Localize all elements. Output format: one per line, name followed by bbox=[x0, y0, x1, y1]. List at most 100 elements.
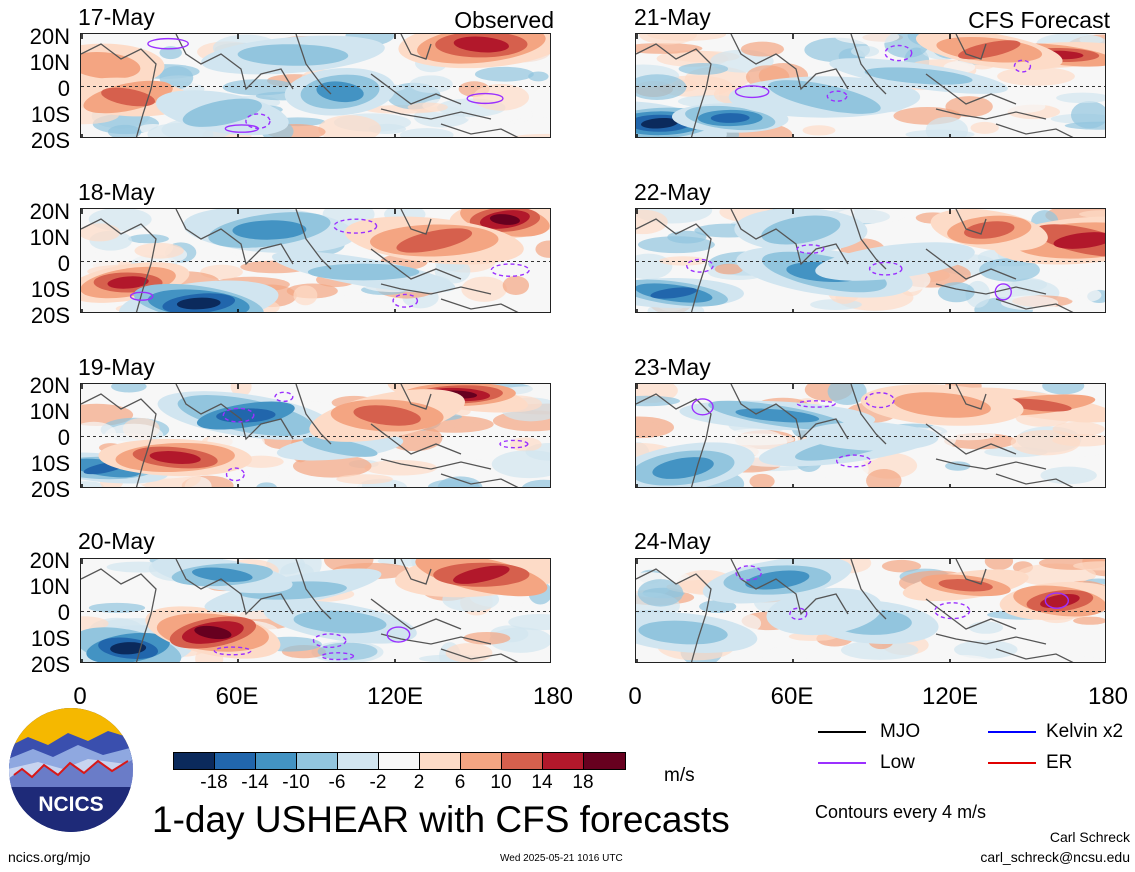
lat-label: 10N bbox=[29, 50, 70, 75]
lat-label: 20N bbox=[29, 373, 70, 398]
shear-field bbox=[636, 559, 1105, 662]
lon-label: 180 bbox=[532, 683, 574, 710]
low-contour bbox=[864, 392, 895, 409]
low-contour bbox=[686, 258, 714, 273]
low-contour bbox=[796, 400, 836, 408]
colorbar-tick-label: -6 bbox=[328, 772, 346, 793]
low-contour bbox=[392, 293, 419, 308]
lat-label: 20S bbox=[30, 303, 70, 328]
lon-label: 60E bbox=[215, 683, 259, 710]
forecast-label: CFS Forecast bbox=[968, 7, 1110, 33]
coastline bbox=[636, 209, 1074, 312]
panel-date-fc-3: 23-May bbox=[634, 354, 711, 380]
colorbar-swatch bbox=[461, 753, 502, 769]
contour-note: Contours every 4 m/s bbox=[815, 802, 987, 822]
lat-label: 20N bbox=[29, 24, 70, 49]
shear-field bbox=[636, 34, 1105, 137]
lat-label: 20S bbox=[30, 128, 70, 153]
observed-label: Observed bbox=[454, 7, 554, 33]
lat-label: 10N bbox=[29, 399, 70, 424]
colorbar-tick-label: 10 bbox=[490, 772, 512, 793]
low-contour bbox=[129, 291, 154, 301]
lat-label: 0 bbox=[57, 251, 70, 276]
map-panel-fc-1 bbox=[635, 33, 1106, 138]
legend-line-er bbox=[988, 762, 1036, 764]
colorbar-swatch bbox=[420, 753, 461, 769]
lon-label: 0 bbox=[628, 683, 642, 710]
colorbar bbox=[173, 752, 626, 770]
footer-email[interactable]: carl_schreck@ncsu.edu bbox=[980, 849, 1130, 865]
map-panel-obs-3 bbox=[80, 383, 551, 488]
coastline bbox=[81, 209, 519, 312]
colorbar-swatch bbox=[584, 753, 625, 769]
panel-date-obs-2: 18-May bbox=[78, 179, 155, 205]
map-panel-fc-2 bbox=[635, 208, 1106, 313]
low-contour bbox=[734, 85, 770, 99]
low-contour bbox=[994, 283, 1012, 301]
lon-label: 0 bbox=[73, 683, 87, 710]
lon-label: 120E bbox=[366, 683, 424, 710]
low-contour bbox=[499, 439, 529, 449]
colorbar-swatch bbox=[379, 753, 420, 769]
colorbar-swatch bbox=[297, 753, 338, 769]
low-contour bbox=[147, 37, 189, 50]
low-contour bbox=[245, 113, 271, 130]
colorbar-unit: m/s bbox=[664, 765, 695, 786]
low-contour bbox=[796, 244, 825, 254]
lat-label: 0 bbox=[57, 76, 70, 101]
lon-label: 60E bbox=[770, 683, 814, 710]
colorbar-tick-label: -10 bbox=[282, 772, 310, 793]
panel-date-obs-4: 20-May bbox=[78, 528, 155, 554]
low-contour bbox=[466, 92, 504, 105]
lat-label: 0 bbox=[57, 425, 70, 450]
coastline bbox=[81, 384, 519, 487]
map-panel-obs-2 bbox=[80, 208, 551, 313]
lon-label: 120E bbox=[921, 683, 979, 710]
lat-label: 10S bbox=[30, 277, 70, 302]
shear-field bbox=[636, 384, 1105, 487]
legend-label-kelvin: Kelvin x2 bbox=[1046, 721, 1124, 742]
low-contour bbox=[1013, 59, 1032, 73]
lat-label: 20N bbox=[29, 548, 70, 573]
low-contour bbox=[274, 391, 294, 403]
colorbar-tick-label: -14 bbox=[241, 772, 269, 793]
ncics-logo: NCICS bbox=[8, 707, 134, 833]
logo-text: NCICS bbox=[38, 793, 103, 816]
panel-date-fc-4: 24-May bbox=[634, 528, 711, 554]
shear-field bbox=[81, 209, 550, 312]
lat-label: 10S bbox=[30, 451, 70, 476]
low-contour bbox=[386, 626, 411, 643]
footer-url[interactable]: ncics.org/mjo bbox=[8, 849, 91, 865]
lat-label: 10S bbox=[30, 102, 70, 127]
map-panel-obs-4 bbox=[80, 558, 551, 663]
panel-date-fc-2: 22-May bbox=[634, 179, 711, 205]
colorbar-tick-label: 14 bbox=[531, 772, 553, 793]
colorbar-swatch bbox=[338, 753, 379, 769]
coastline bbox=[81, 559, 519, 662]
legend-label-low: Low bbox=[880, 752, 915, 773]
colorbar-tick-label: 6 bbox=[454, 772, 466, 793]
legend-line-mjo bbox=[818, 731, 866, 733]
colorbar-swatch bbox=[256, 753, 297, 769]
lat-label: 10N bbox=[29, 225, 70, 250]
low-contour bbox=[222, 407, 255, 423]
colorbar-tick-label: -2 bbox=[369, 772, 387, 793]
coastline bbox=[636, 559, 1074, 662]
coastline bbox=[636, 384, 1074, 487]
panel-date-obs-3: 19-May bbox=[78, 354, 155, 380]
lon-label: 180 bbox=[1087, 683, 1129, 710]
colorbar-tick-label: 2 bbox=[413, 772, 425, 793]
lat-label: 0 bbox=[57, 600, 70, 625]
low-contour bbox=[789, 607, 808, 621]
legend-line-low bbox=[818, 762, 866, 764]
shear-field bbox=[81, 559, 550, 662]
panel-date-fc-1: 21-May bbox=[634, 4, 711, 30]
colorbar-tick-label: 18 bbox=[572, 772, 594, 793]
low-contour bbox=[333, 218, 378, 234]
colorbar-tick-label: -18 bbox=[200, 772, 228, 793]
panel-date-obs-1: 17-May bbox=[78, 4, 155, 30]
legend-line-kelvin bbox=[988, 731, 1036, 733]
legend-label-mjo: MJO bbox=[880, 721, 921, 742]
low-contour bbox=[320, 652, 355, 661]
legend-label-er: ER bbox=[1046, 752, 1073, 773]
